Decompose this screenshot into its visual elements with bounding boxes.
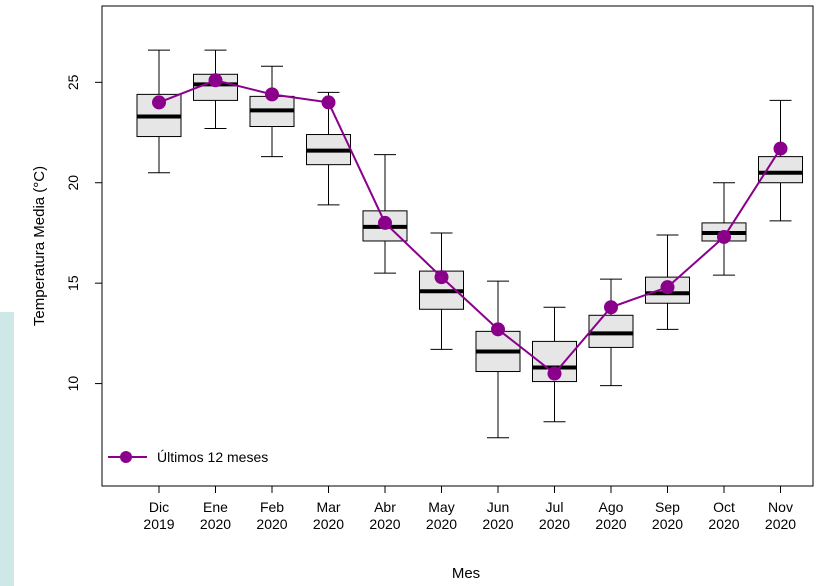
x-tick-label: 2020 <box>256 516 287 532</box>
y-axis-title: Temperatura Media (°C) <box>31 166 48 326</box>
x-tick-label: Ene <box>203 499 228 515</box>
series-point <box>321 95 336 110</box>
x-axis: Dic2019Ene2020Feb2020Mar2020Abr2020May20… <box>143 485 796 532</box>
series-point <box>208 73 223 88</box>
series-point <box>378 215 392 230</box>
x-tick-label: 2020 <box>313 516 344 532</box>
x-tick-label: May <box>428 499 454 515</box>
x-tick-label: Jul <box>546 499 564 515</box>
series-point <box>660 280 675 295</box>
y-tick-label: 25 <box>65 74 81 90</box>
box-iqr <box>758 156 803 184</box>
legend-marker <box>120 451 132 463</box>
boxplot-jul <box>532 306 577 423</box>
x-tick-label: 2020 <box>426 516 457 532</box>
x-tick-label: 2020 <box>652 516 683 532</box>
series-point <box>152 95 166 110</box>
y-tick-label: 15 <box>65 275 81 291</box>
boxplot-nov <box>758 99 803 222</box>
x-tick-label: Dic <box>149 499 169 515</box>
legend-label: Últimos 12 meses <box>157 449 268 465</box>
series-point <box>717 229 731 244</box>
x-tick-label: 2020 <box>539 516 570 532</box>
boxplot-mar <box>306 91 351 206</box>
x-tick-label: Oct <box>713 499 735 515</box>
x-tick-label: 2020 <box>708 516 739 532</box>
series-point <box>491 322 505 337</box>
y-axis: 10 15 20 25 <box>65 74 103 392</box>
series-group <box>152 73 788 381</box>
x-tick-label: Jun <box>487 499 510 515</box>
x-axis-title: Mes <box>452 565 480 582</box>
x-tick-label: Ago <box>599 499 624 515</box>
background-side-band <box>0 312 14 586</box>
boxplot-oct <box>701 182 747 276</box>
boxplot-feb <box>249 65 295 158</box>
x-tick-label: 2020 <box>765 516 796 532</box>
boxplot-dic <box>136 49 182 174</box>
boxplot-abr <box>362 154 408 274</box>
boxplot-ene <box>193 49 238 130</box>
x-tick-label: 2019 <box>143 516 174 532</box>
series-point <box>547 366 562 381</box>
box-iqr <box>588 314 634 348</box>
boxplot-group <box>136 49 803 439</box>
boxplot-jun <box>475 280 521 439</box>
boxplot-ago <box>588 278 634 387</box>
series-point <box>773 141 788 156</box>
x-tick-label: 2020 <box>369 516 400 532</box>
series-point <box>265 87 279 102</box>
x-tick-label: Nov <box>768 499 793 515</box>
series-line <box>158 79 782 375</box>
x-tick-label: Feb <box>260 499 284 515</box>
x-tick-label: 2020 <box>200 516 231 532</box>
series-point <box>434 270 449 285</box>
y-tick-label: 20 <box>65 175 81 191</box>
y-tick-label: 10 <box>65 376 81 392</box>
x-tick-label: Mar <box>316 499 340 515</box>
x-tick-label: Abr <box>374 499 396 515</box>
series-point <box>604 300 618 315</box>
x-tick-label: Sep <box>655 499 680 515</box>
legend: Últimos 12 meses <box>108 449 268 465</box>
x-tick-label: 2020 <box>482 516 513 532</box>
x-tick-label: 2020 <box>595 516 626 532</box>
